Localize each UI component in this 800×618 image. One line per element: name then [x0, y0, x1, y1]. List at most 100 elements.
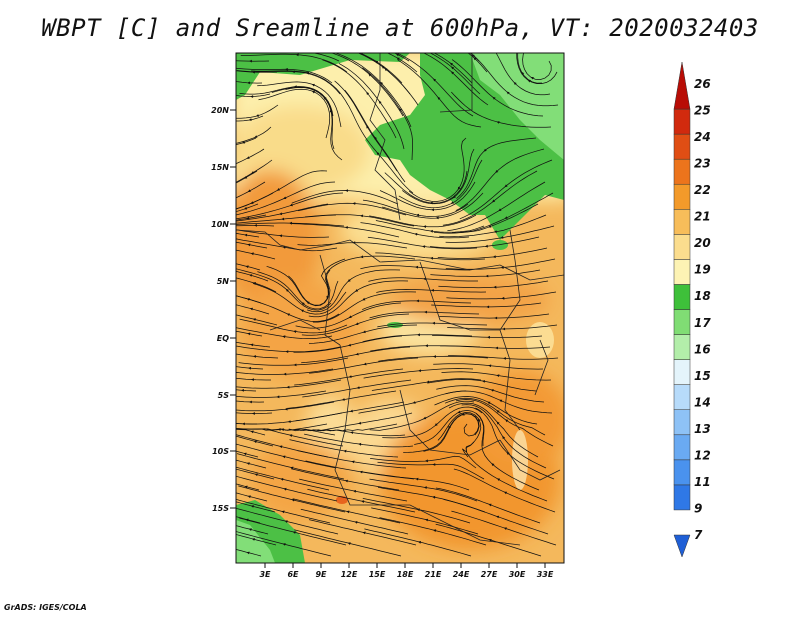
streamline-arrow — [249, 59, 252, 63]
streamline-arrow — [485, 274, 489, 278]
lat-tick: EQ — [217, 334, 236, 343]
streamline-arrow — [286, 385, 290, 389]
streamline-arrow — [415, 477, 419, 481]
streamline-arrow — [399, 108, 402, 112]
streamline-arrow — [355, 352, 359, 356]
streamline-arrow — [355, 322, 359, 325]
streamline-arrow — [347, 343, 352, 347]
lon-tick: 24E — [453, 563, 470, 579]
streamline-arrow — [244, 176, 248, 179]
streamline-arrow — [243, 206, 248, 210]
streamline-arrow — [251, 378, 254, 381]
streamline-arrow — [243, 452, 247, 456]
streamline-arrow — [283, 372, 287, 376]
streamline-arrow — [496, 121, 500, 124]
lat-label: 10S — [212, 447, 229, 456]
streamline-arrow — [348, 315, 352, 318]
streamline-arrow — [502, 327, 506, 331]
streamline-arrow — [250, 430, 254, 434]
streamline-arrow — [246, 462, 250, 465]
lat-label: 20N — [211, 106, 229, 115]
streamline-arrow — [368, 73, 372, 77]
colorbar-label: 7 — [694, 528, 703, 542]
colorbar-label: 18 — [694, 289, 711, 303]
streamline-arrow — [290, 466, 294, 470]
streamline-arrow — [488, 225, 492, 228]
streamline-arrow — [241, 389, 244, 392]
streamline-arrow — [306, 301, 310, 305]
streamline-arrow — [488, 503, 492, 507]
streamline-arrow — [496, 421, 500, 425]
colorbar-swatch — [673, 108, 691, 135]
streamline-arrow — [254, 224, 257, 227]
streamline-arrow — [347, 279, 351, 282]
streamline-arrow — [323, 96, 327, 100]
colorbar-swatch — [673, 484, 691, 511]
streamline-arrow — [348, 375, 352, 378]
streamline-arrow — [246, 298, 250, 301]
streamline-arrow — [513, 82, 517, 85]
streamline-arrow — [293, 363, 297, 367]
streamline-arrow — [487, 335, 490, 339]
streamline-arrow — [426, 380, 430, 384]
streamline-arrow — [279, 234, 283, 238]
streamline-arrow — [451, 66, 455, 70]
streamline-arrow — [435, 216, 439, 220]
colorbar-swatch — [673, 359, 691, 385]
streamline-arrow — [292, 531, 296, 534]
streamline-arrow — [496, 410, 500, 413]
colorbar-swatch — [673, 459, 691, 486]
streamline-arrow — [252, 282, 257, 285]
colorbar-label: 24 — [694, 130, 711, 144]
streamline-arrow — [432, 321, 435, 325]
streamline-arrow — [349, 409, 353, 413]
streamline-arrow — [417, 333, 420, 337]
streamline-arrow — [252, 318, 256, 321]
lat-label: 5N — [217, 277, 230, 286]
lat-label: 5S — [218, 391, 230, 400]
latitude-axis: 20N 15N 10N 5N EQ 5S 10S 15S — [211, 106, 236, 513]
colorbar-label: 11 — [694, 475, 711, 489]
streamline-arrow — [374, 136, 377, 140]
streamline-arrow — [282, 455, 286, 459]
streamline-arrow — [425, 459, 428, 463]
streamline-arrow — [423, 486, 427, 489]
streamline-arrow — [530, 77, 534, 80]
streamline-arrow — [380, 81, 384, 85]
streamline-arrow — [437, 96, 441, 100]
streamline-arrow — [363, 362, 367, 366]
lon-tick: 33E — [537, 563, 554, 579]
colorbar-label: 12 — [694, 448, 711, 462]
streamline-arrow — [301, 302, 305, 306]
streamline-arrow — [527, 79, 531, 83]
colorbar-label: 14 — [694, 395, 711, 409]
streamline-arrow — [247, 189, 251, 192]
colorbar-label: 23 — [694, 157, 711, 171]
streamline-arrow — [360, 255, 364, 259]
streamline-arrow — [482, 380, 486, 383]
streamline-arrow — [500, 236, 504, 239]
colorbar-label: 21 — [694, 210, 711, 224]
streamline-arrow — [495, 346, 498, 350]
streamline-arrow — [395, 53, 400, 57]
streamline-arrow — [431, 289, 434, 292]
lon-tick: 21E — [425, 563, 442, 579]
streamline-arrow — [282, 335, 286, 339]
lon-label: 12E — [341, 570, 358, 579]
streamline-arrow — [341, 398, 345, 401]
streamline-arrow — [248, 366, 251, 370]
streamline-arrow — [492, 255, 496, 259]
lat-tick: 15S — [212, 504, 236, 513]
lat-label: 15S — [212, 504, 229, 513]
streamline-arrow — [285, 288, 289, 292]
colorbar-label: 25 — [694, 104, 711, 118]
streamline-arrow — [249, 274, 253, 277]
streamline-arrow — [248, 528, 252, 531]
streamline-arrow — [352, 202, 356, 205]
streamline-arrow — [250, 505, 254, 508]
streamline-arrow — [433, 355, 436, 358]
streamline-arrow — [353, 490, 357, 493]
colorbar-label: 9 — [694, 501, 702, 515]
lat-label: EQ — [217, 334, 229, 343]
streamline-arrow — [311, 90, 316, 94]
